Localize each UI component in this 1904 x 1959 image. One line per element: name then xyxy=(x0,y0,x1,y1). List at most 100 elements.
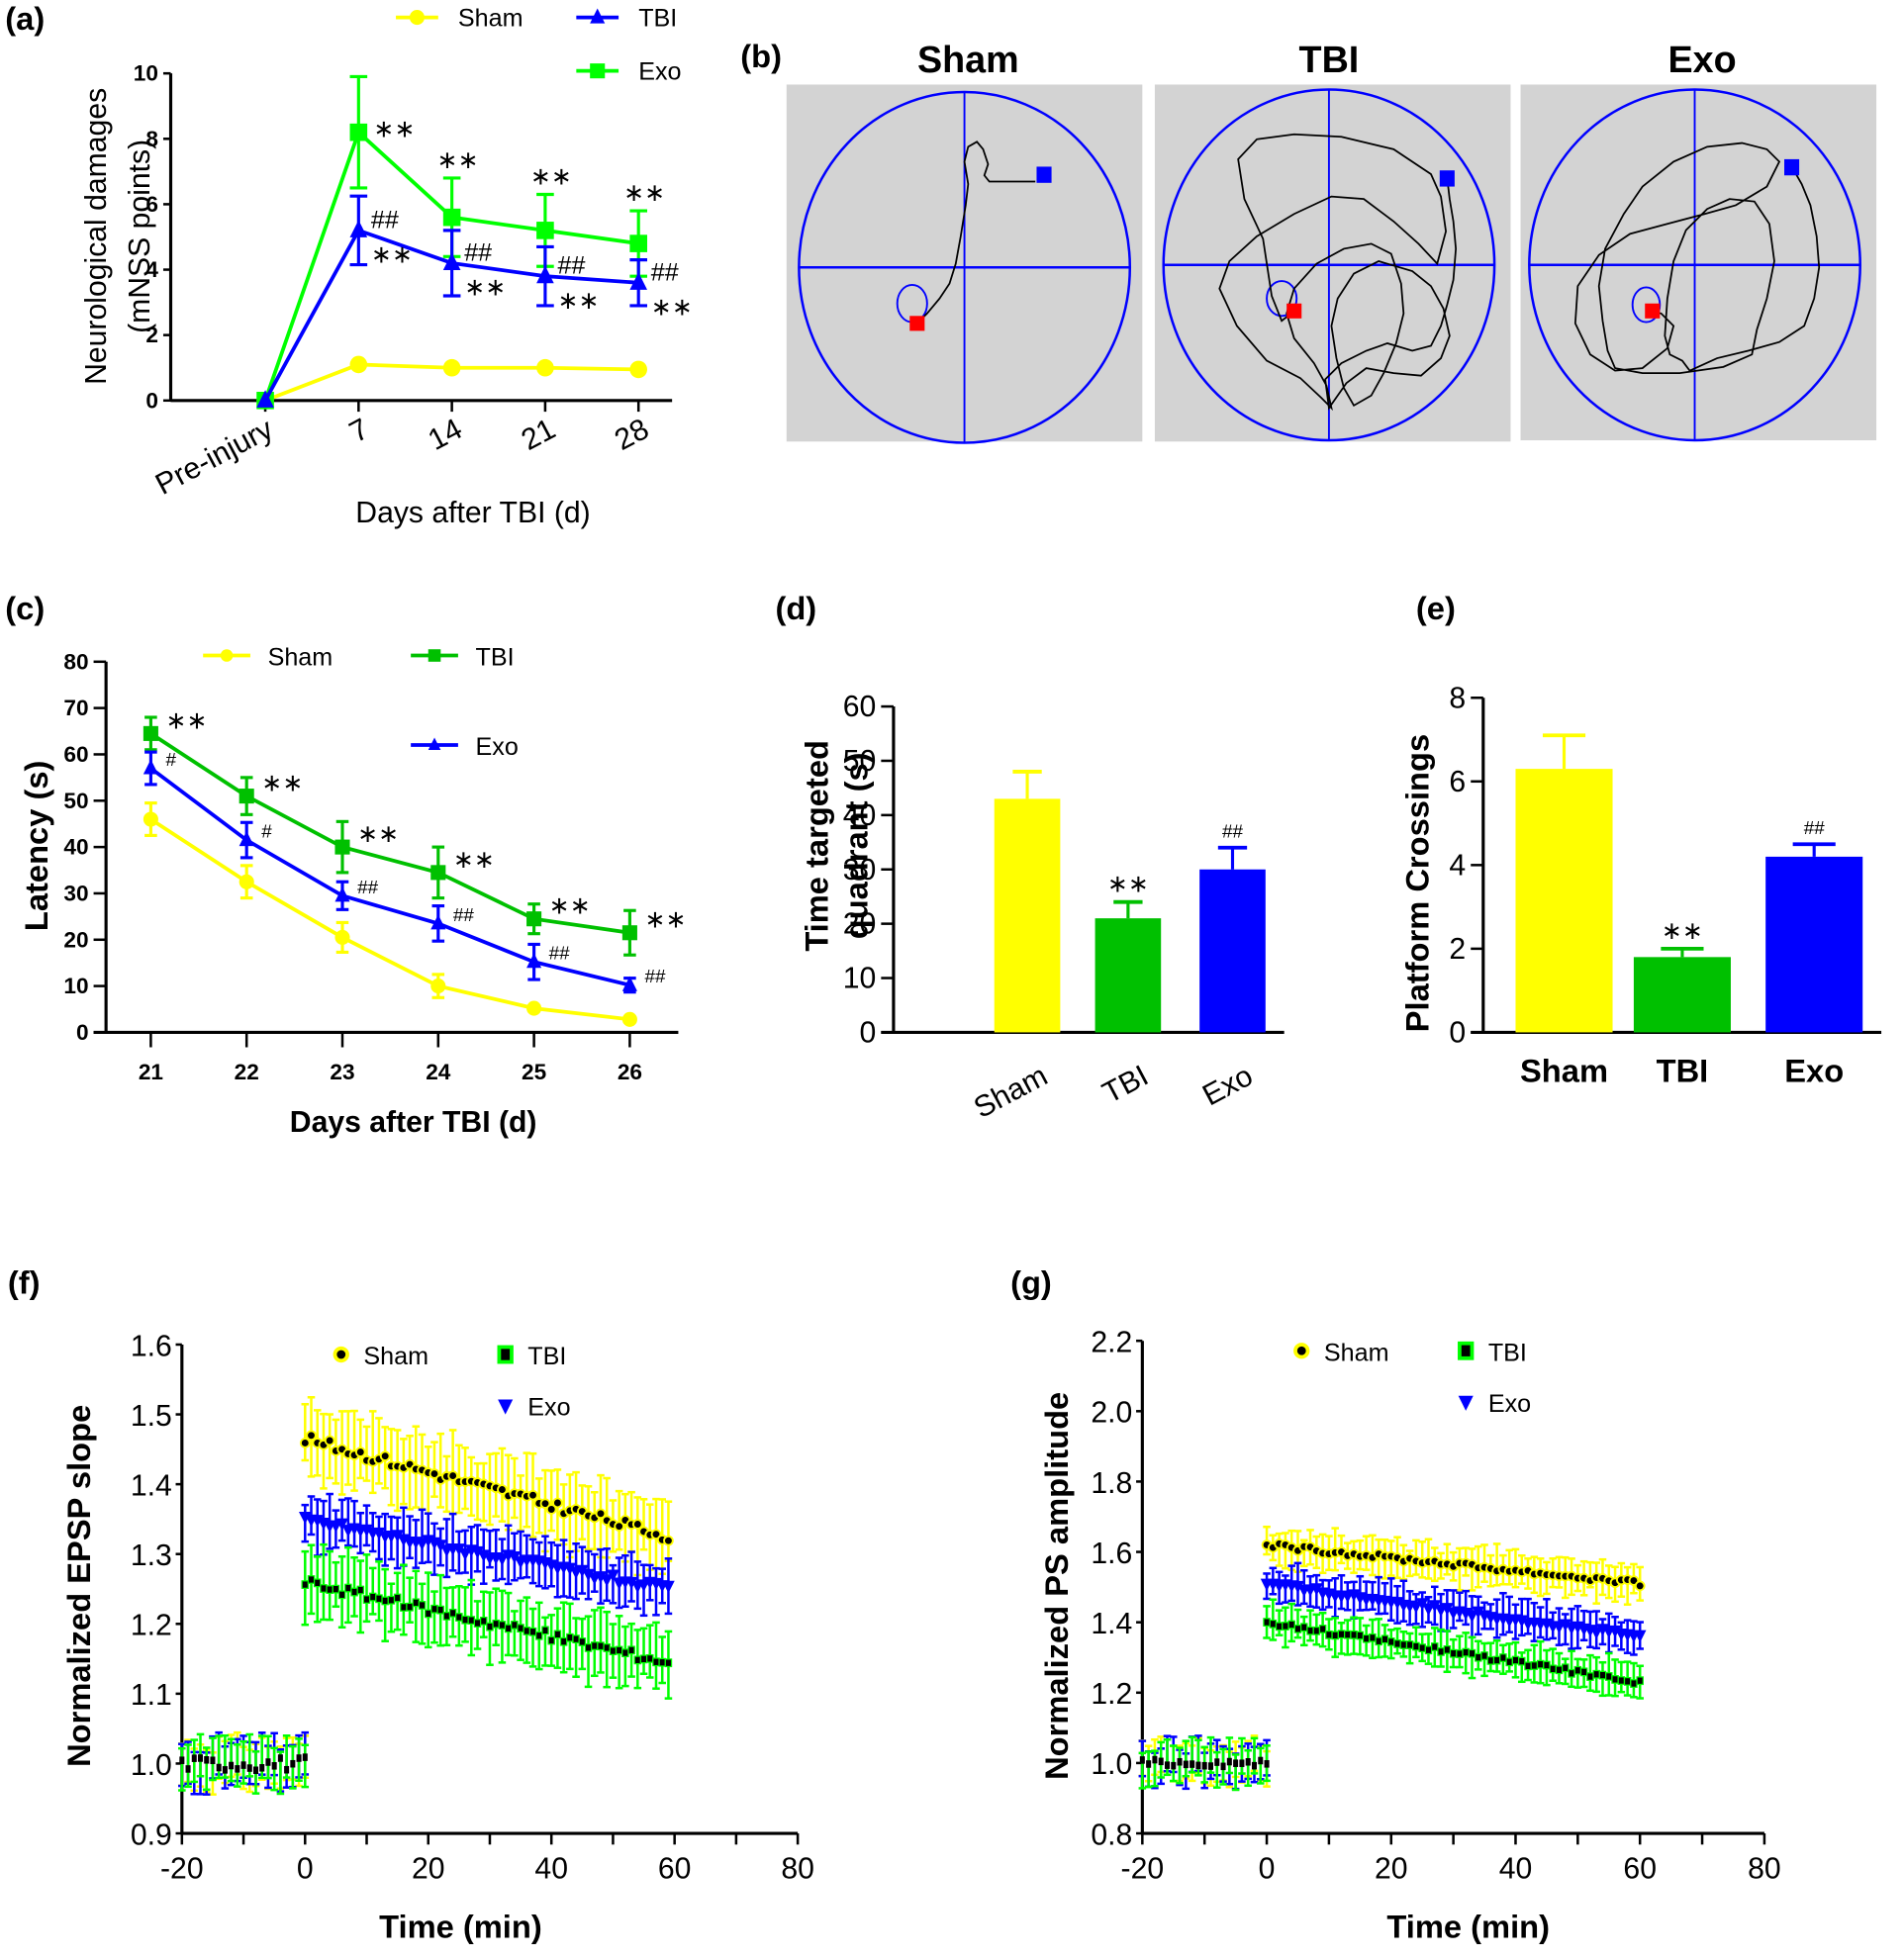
data-point xyxy=(1441,1603,1454,1616)
data-point xyxy=(1418,1643,1426,1653)
significance-marker: ∗∗ xyxy=(357,820,399,848)
data-point xyxy=(1443,1645,1452,1654)
data-point xyxy=(492,1619,500,1629)
data-point xyxy=(576,1564,589,1578)
error-bar xyxy=(1238,1736,1246,1775)
legend-marker xyxy=(1293,1343,1310,1359)
bar-tbi: ∗∗ TBI xyxy=(1633,917,1731,1089)
legend-marker xyxy=(498,1399,514,1415)
series-sham xyxy=(256,355,647,410)
data-point xyxy=(1195,1761,1201,1770)
data-point xyxy=(559,1636,568,1646)
data-point xyxy=(238,874,254,889)
significance-marker: ∗∗ xyxy=(261,770,303,797)
data-point xyxy=(526,911,542,927)
panel-g-ylabel: Normalized PS amplitude xyxy=(1038,1392,1075,1780)
data-point xyxy=(600,1574,614,1587)
data-point xyxy=(458,1547,472,1561)
data-point xyxy=(523,1627,531,1635)
error-bar xyxy=(664,1500,673,1563)
data-point xyxy=(335,1518,348,1532)
data-point xyxy=(1456,1649,1464,1658)
data-point xyxy=(539,1498,551,1510)
data-point xyxy=(1592,1669,1600,1679)
data-point xyxy=(424,1609,432,1619)
data-point xyxy=(368,1592,377,1602)
data-point xyxy=(1310,1583,1323,1596)
data-point xyxy=(229,1761,235,1770)
error-bar xyxy=(1244,1748,1252,1788)
data-point xyxy=(536,265,554,284)
data-point xyxy=(1300,1623,1308,1632)
data-point xyxy=(1505,1657,1513,1667)
y-tick-label: 8 xyxy=(145,127,158,151)
y-tick-label: 2.2 xyxy=(1091,1327,1132,1359)
x-tick-label: Sham xyxy=(1520,1053,1608,1089)
x-tick-label: 14 xyxy=(423,413,467,457)
data-point xyxy=(349,123,368,141)
significance-marker: ## xyxy=(357,877,378,897)
error-bar xyxy=(1225,1736,1234,1775)
series-tbi xyxy=(256,194,647,408)
series-exo xyxy=(1260,1561,1647,1656)
panel-a-xlabel: Days after TBI (d) xyxy=(355,497,590,529)
data-point xyxy=(1201,1761,1207,1770)
y-tick-label: 10 xyxy=(843,963,877,995)
data-point xyxy=(391,1530,404,1542)
data-point xyxy=(498,1621,507,1630)
x-tick-label: 40 xyxy=(534,1852,568,1885)
legend-marker xyxy=(1458,1341,1475,1360)
data-point xyxy=(1233,1759,1239,1767)
series-line-exo xyxy=(149,766,630,987)
significance-marker: ## xyxy=(557,252,585,280)
y-tick-label: 70 xyxy=(63,696,88,720)
y-tick-label: 1.0 xyxy=(131,1749,172,1782)
data-point xyxy=(375,1594,383,1604)
platform-zone xyxy=(1266,280,1298,318)
error-bar xyxy=(362,1425,371,1482)
error-bar xyxy=(442,1454,451,1514)
data-point xyxy=(1475,1652,1482,1662)
x-tick-label: TBI xyxy=(1657,1053,1709,1089)
data-point xyxy=(197,1754,204,1762)
data-point xyxy=(1239,1759,1245,1767)
pool-title: Exo xyxy=(1667,39,1736,80)
y-tick-label: 20 xyxy=(843,908,877,941)
data-point xyxy=(1312,1626,1321,1635)
y-tick-label: 6 xyxy=(1449,766,1466,798)
data-point xyxy=(301,1580,310,1589)
data-point xyxy=(256,390,274,408)
y-tick-label: 1.2 xyxy=(1091,1678,1132,1711)
data-point xyxy=(387,1595,396,1605)
data-point xyxy=(629,272,647,290)
error-bar xyxy=(652,1566,660,1617)
y-tick-label: 1.4 xyxy=(131,1469,172,1502)
data-point xyxy=(1431,1642,1439,1651)
legend-item-exo: Exo xyxy=(1458,1390,1531,1418)
data-point xyxy=(430,979,446,994)
data-point xyxy=(629,234,647,252)
data-point xyxy=(252,1766,259,1775)
data-point xyxy=(461,1615,469,1625)
series-tbi xyxy=(143,715,637,957)
y-tick-label: 0.9 xyxy=(131,1819,172,1851)
data-point xyxy=(1530,1661,1539,1670)
y-tick-label: 10 xyxy=(134,61,158,86)
series-line-tbi xyxy=(149,731,630,935)
legend-label: Sham xyxy=(458,4,524,32)
data-point xyxy=(332,1584,340,1594)
error-bar xyxy=(1182,1739,1190,1778)
pool-exo: Exo xyxy=(1520,39,1877,442)
y-tick-label: 0 xyxy=(145,388,158,413)
legend-label: Sham xyxy=(268,644,333,672)
legend-marker xyxy=(220,649,234,662)
significance-marker: ∗∗ xyxy=(371,241,413,269)
data-point xyxy=(553,1630,562,1639)
y-tick-label: 30 xyxy=(843,854,877,886)
data-point xyxy=(517,1624,524,1633)
data-point xyxy=(1306,1626,1314,1635)
data-point xyxy=(627,1645,635,1655)
series-sham xyxy=(1261,1525,1646,1606)
panel-e-ylabel: Platform Crossings xyxy=(1398,734,1435,1032)
